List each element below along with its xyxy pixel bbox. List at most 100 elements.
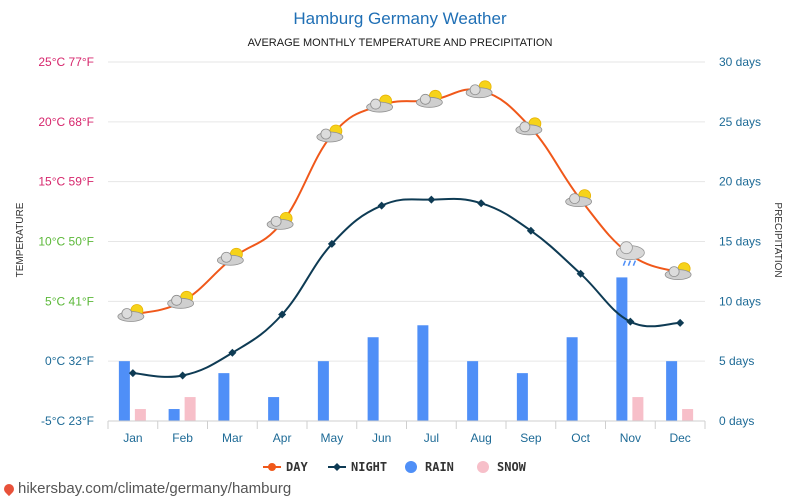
rain-bar: [516, 373, 528, 421]
cloud-shape: [569, 193, 581, 205]
cloud-shape: [370, 98, 382, 110]
rain-bar: [268, 397, 280, 421]
night-point: [576, 269, 585, 278]
cloud-shape: [668, 266, 680, 278]
night-point: [278, 310, 287, 319]
rain-drop: [632, 260, 637, 266]
weather-icons: [117, 80, 692, 322]
cloud-shape: [121, 308, 133, 319]
left-axis-title: TEMPERATURE: [15, 202, 26, 277]
left-tick-label: 15°C 59°F: [38, 175, 94, 189]
chart-subtitle: AVERAGE MONTHLY TEMPERATURE AND PRECIPIT…: [248, 37, 553, 49]
night-point: [626, 317, 635, 326]
rain-drop: [622, 260, 627, 266]
night-point: [526, 226, 535, 235]
x-tick-label: May: [321, 431, 344, 445]
partly-cloudy-icon: [216, 247, 244, 266]
cloud-shape: [419, 93, 431, 105]
chart-title: Hamburg Germany Weather: [293, 9, 507, 28]
partly-cloudy-icon: [565, 189, 593, 208]
rain-bar: [467, 361, 479, 421]
chart: Hamburg Germany Weather AVERAGE MONTHLY …: [15, 9, 783, 474]
legend-label: SNOW: [497, 460, 527, 474]
legend-night-marker: [333, 463, 341, 471]
partly-cloudy-icon: [266, 211, 294, 230]
night-point: [327, 239, 336, 248]
left-tick-label: 20°C 68°F: [38, 115, 94, 129]
left-tick-label: -5°C 23°F: [41, 414, 94, 428]
x-tick-label: Oct: [571, 431, 590, 445]
cloud-shape: [220, 251, 232, 263]
left-tick-label: 0°C 32°F: [45, 354, 94, 368]
legend-label: RAIN: [425, 460, 454, 474]
legend-day-marker: [268, 463, 276, 471]
x-tick-label: Aug: [470, 431, 491, 445]
legend-label: DAY: [286, 460, 308, 474]
location-pin-icon: [1, 481, 17, 497]
rain-drop: [627, 260, 632, 266]
right-axis-title: PRECIPITATION: [772, 202, 783, 277]
cloud-shape: [270, 215, 282, 227]
rain-bar: [367, 337, 379, 421]
x-tick-label: Mar: [222, 431, 243, 445]
partly-cloudy-icon: [515, 117, 543, 136]
right-tick-label: 25 days: [719, 115, 761, 129]
right-tick-label: 20 days: [719, 175, 761, 189]
snow-bar: [134, 409, 146, 421]
rain-cloud-icon: [615, 241, 645, 266]
x-tick-label: Jun: [372, 431, 391, 445]
partly-cloudy-icon: [415, 89, 443, 108]
legend-item-night[interactable]: NIGHT: [328, 460, 387, 474]
footer-link[interactable]: hikersbay.com/climate/germany/hamburg: [1, 480, 292, 497]
rain-bar: [218, 373, 230, 421]
night-point: [477, 199, 486, 208]
night-line: [132, 197, 681, 378]
legend[interactable]: DAY NIGHT RAIN SNOW: [263, 460, 527, 474]
night-point: [377, 201, 386, 210]
snow-bar: [184, 397, 196, 421]
night-point: [128, 369, 137, 378]
partly-cloudy-icon: [465, 80, 493, 99]
footer-text: hikersbay.com/climate/germany/hamburg: [18, 480, 292, 497]
x-tick-label: Dec: [669, 431, 690, 445]
x-tick-label: Nov: [620, 431, 641, 445]
right-tick-label: 0 days: [719, 414, 754, 428]
legend-label: NIGHT: [351, 460, 387, 474]
legend-item-rain[interactable]: RAIN: [405, 460, 454, 474]
cloud-shape: [619, 241, 633, 255]
rain-bar: [317, 361, 329, 421]
snow-bar: [682, 409, 694, 421]
rain-bar: [616, 277, 628, 421]
legend-snow-marker: [477, 461, 489, 473]
right-tick-label: 15 days: [719, 235, 761, 249]
left-tick-label: 5°C 41°F: [45, 294, 94, 308]
x-tick-label: Sep: [520, 431, 542, 445]
night-point: [427, 195, 436, 204]
partly-cloudy-icon: [117, 304, 145, 322]
cloud-shape: [519, 121, 531, 133]
night-point: [178, 371, 187, 380]
x-tick-label: Feb: [172, 431, 193, 445]
cloud-shape: [320, 128, 332, 140]
left-tick-label: 25°C 77°F: [38, 55, 94, 69]
rain-bar: [168, 409, 180, 421]
cloud-shape: [171, 294, 183, 306]
rain-bar: [666, 361, 678, 421]
rain-bar: [566, 337, 578, 421]
rain-bar: [417, 325, 429, 421]
legend-item-snow[interactable]: SNOW: [477, 460, 527, 474]
night-point: [228, 348, 237, 357]
legend-rain-marker: [405, 461, 417, 473]
bars: [118, 277, 694, 421]
x-tick-label: Apr: [273, 431, 292, 445]
x-tick-label: Jan: [123, 431, 142, 445]
lines: [128, 88, 685, 380]
legend-item-day[interactable]: DAY: [263, 460, 308, 474]
x-tick-label: Jul: [424, 431, 439, 445]
partly-cloudy-icon: [316, 124, 344, 143]
right-tick-label: 5 days: [719, 354, 754, 368]
right-tick-label: 10 days: [719, 294, 761, 308]
rain-bar: [118, 361, 130, 421]
partly-cloudy-icon: [366, 94, 394, 113]
left-tick-label: 10°C 50°F: [38, 235, 94, 249]
